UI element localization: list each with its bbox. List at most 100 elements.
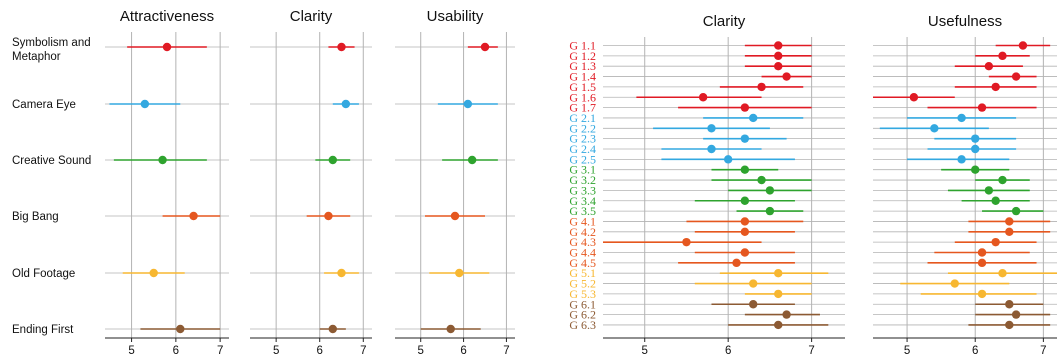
mean-point-g-4-3 — [991, 237, 1000, 247]
group-label-g-2-3: G 2.3 — [569, 132, 596, 146]
group-label-g-3-5: G 3.5 — [569, 204, 596, 218]
group-label-g-1-5: G 1.5 — [569, 80, 596, 94]
panel-title: Clarity — [290, 8, 333, 25]
mean-point-g-4-2 — [1005, 227, 1014, 236]
group-label-g-5-1: G 5.1 — [569, 266, 596, 280]
mean-point-g-1-6 — [698, 93, 708, 102]
mean-point-g-2-5 — [957, 155, 966, 164]
mean-point-g-4-1 — [740, 217, 750, 226]
mean-point-g-2-4 — [971, 144, 980, 154]
row-label-old-footage: Old Footage — [12, 268, 75, 280]
mean-point-g-3-4 — [991, 196, 1000, 205]
group-label-g-5-3: G 5.3 — [569, 287, 596, 301]
row-label-text: Ending First — [12, 324, 74, 336]
mean-point-g-6-3 — [1005, 320, 1014, 330]
mean-point-ending-first — [176, 324, 185, 334]
mean-point-g-1-4 — [1011, 72, 1021, 81]
mean-point-g-1-2 — [998, 51, 1007, 61]
group-label-g-1-3: G 1.3 — [569, 59, 596, 73]
mean-point-g-2-1 — [749, 113, 758, 123]
mean-point-g-2-3 — [971, 134, 980, 143]
mean-point-g-2-3 — [740, 134, 750, 143]
group-label-g-6-1: G 6.1 — [569, 297, 596, 311]
panel-4-clarity: Clarity 5 6 7 — [603, 13, 845, 357]
mean-point-g-4-4 — [740, 248, 750, 257]
mean-point-symbolism-and-metaphor — [480, 42, 490, 52]
x-tick-label: 5 — [273, 345, 279, 357]
mean-point-g-1-1 — [1018, 41, 1028, 50]
mean-point-g-1-3 — [774, 61, 783, 71]
mean-point-creative-sound — [158, 155, 167, 165]
group-label-g-4-1: G 4.1 — [569, 214, 596, 228]
mean-point-g-5-3 — [774, 289, 783, 299]
group-label-g-2-5: G 2.5 — [569, 152, 596, 166]
mean-point-g-1-7 — [977, 103, 987, 112]
mean-point-g-3-3 — [765, 186, 775, 195]
panel-2-clarity: Clarity 5 6 7 — [250, 8, 372, 357]
x-tick-label: 5 — [642, 345, 648, 357]
panel-1-attractiveness: Attractiveness 5 6 7 — [105, 8, 229, 357]
row-label-line: Metaphor — [12, 51, 61, 63]
mean-point-g-5-2 — [950, 279, 959, 288]
group-label-g-2-1: G 2.1 — [569, 111, 596, 125]
mean-point-g-3-5 — [765, 206, 775, 216]
x-tick-label: 7 — [1040, 345, 1046, 357]
mean-point-g-6-1 — [1005, 300, 1014, 309]
group-label-g-2-2: G 2.2 — [569, 121, 596, 135]
group-label-g-4-2: G 4.2 — [569, 225, 596, 239]
row-label-text: Camera Eye — [12, 99, 76, 111]
row-label-symbolism-and-metaphor: Symbolism and Metaphor — [12, 37, 91, 63]
mean-point-g-5-3 — [977, 289, 987, 299]
mean-point-g-2-2 — [930, 124, 939, 133]
mean-point-symbolism-and-metaphor — [162, 42, 172, 52]
mean-point-creative-sound — [328, 155, 337, 165]
panel-title: Usefulness — [928, 13, 1002, 30]
row-label-camera-eye: Camera Eye — [12, 99, 76, 111]
mean-point-g-1-4 — [782, 72, 791, 81]
group-label-g-1-6: G 1.6 — [569, 90, 596, 104]
mean-point-camera-eye — [140, 99, 150, 109]
mean-point-g-1-7 — [740, 103, 750, 112]
group-label-g-3-4: G 3.4 — [569, 194, 596, 208]
mean-point-old-footage — [337, 268, 346, 278]
panel-title: Clarity — [703, 13, 746, 30]
group-label-g-1-2: G 1.2 — [569, 49, 596, 63]
x-tick-label: 6 — [173, 345, 179, 357]
mean-point-g-3-1 — [740, 165, 750, 174]
mean-point-g-4-2 — [740, 227, 750, 236]
mean-point-g-5-2 — [749, 279, 758, 288]
mean-point-g-2-5 — [723, 155, 733, 164]
mean-point-big-bang — [189, 211, 198, 221]
mean-point-g-4-5 — [977, 258, 987, 268]
x-tick-label: 7 — [808, 345, 814, 357]
row-label-text: Old Footage — [12, 268, 75, 280]
mean-point-g-3-2 — [757, 175, 766, 185]
panel-title: Usability — [427, 8, 484, 25]
mean-point-symbolism-and-metaphor — [337, 42, 346, 52]
group-label-g-6-2: G 6.2 — [569, 308, 596, 322]
mean-point-g-1-5 — [991, 82, 1000, 92]
mean-point-g-2-1 — [957, 113, 966, 123]
group-label-g-2-4: G 2.4 — [569, 142, 596, 156]
mean-point-big-bang — [450, 211, 460, 221]
mean-point-g-5-1 — [774, 269, 783, 278]
mean-point-g-1-3 — [984, 61, 994, 71]
x-tick-label: 5 — [418, 345, 424, 357]
row-label-creative-sound: Creative Sound — [12, 155, 91, 167]
group-label-g-3-3: G 3.3 — [569, 183, 596, 197]
mean-point-big-bang — [324, 211, 333, 221]
group-label-g-1-7: G 1.7 — [569, 101, 596, 115]
mean-point-g-5-1 — [998, 269, 1007, 278]
group-label-g-5-2: G 5.2 — [569, 277, 596, 291]
x-tick-label: 5 — [128, 345, 134, 357]
row-label-ending-first: Ending First — [12, 324, 74, 336]
group-label-g-1-1: G 1.1 — [569, 39, 596, 53]
x-tick-label: 7 — [217, 345, 223, 357]
x-tick-label: 6 — [725, 345, 731, 357]
mean-point-g-2-2 — [707, 124, 716, 133]
group-label-g-4-3: G 4.3 — [569, 235, 596, 249]
mean-point-g-4-1 — [1005, 217, 1014, 226]
mean-point-g-1-1 — [774, 41, 783, 50]
